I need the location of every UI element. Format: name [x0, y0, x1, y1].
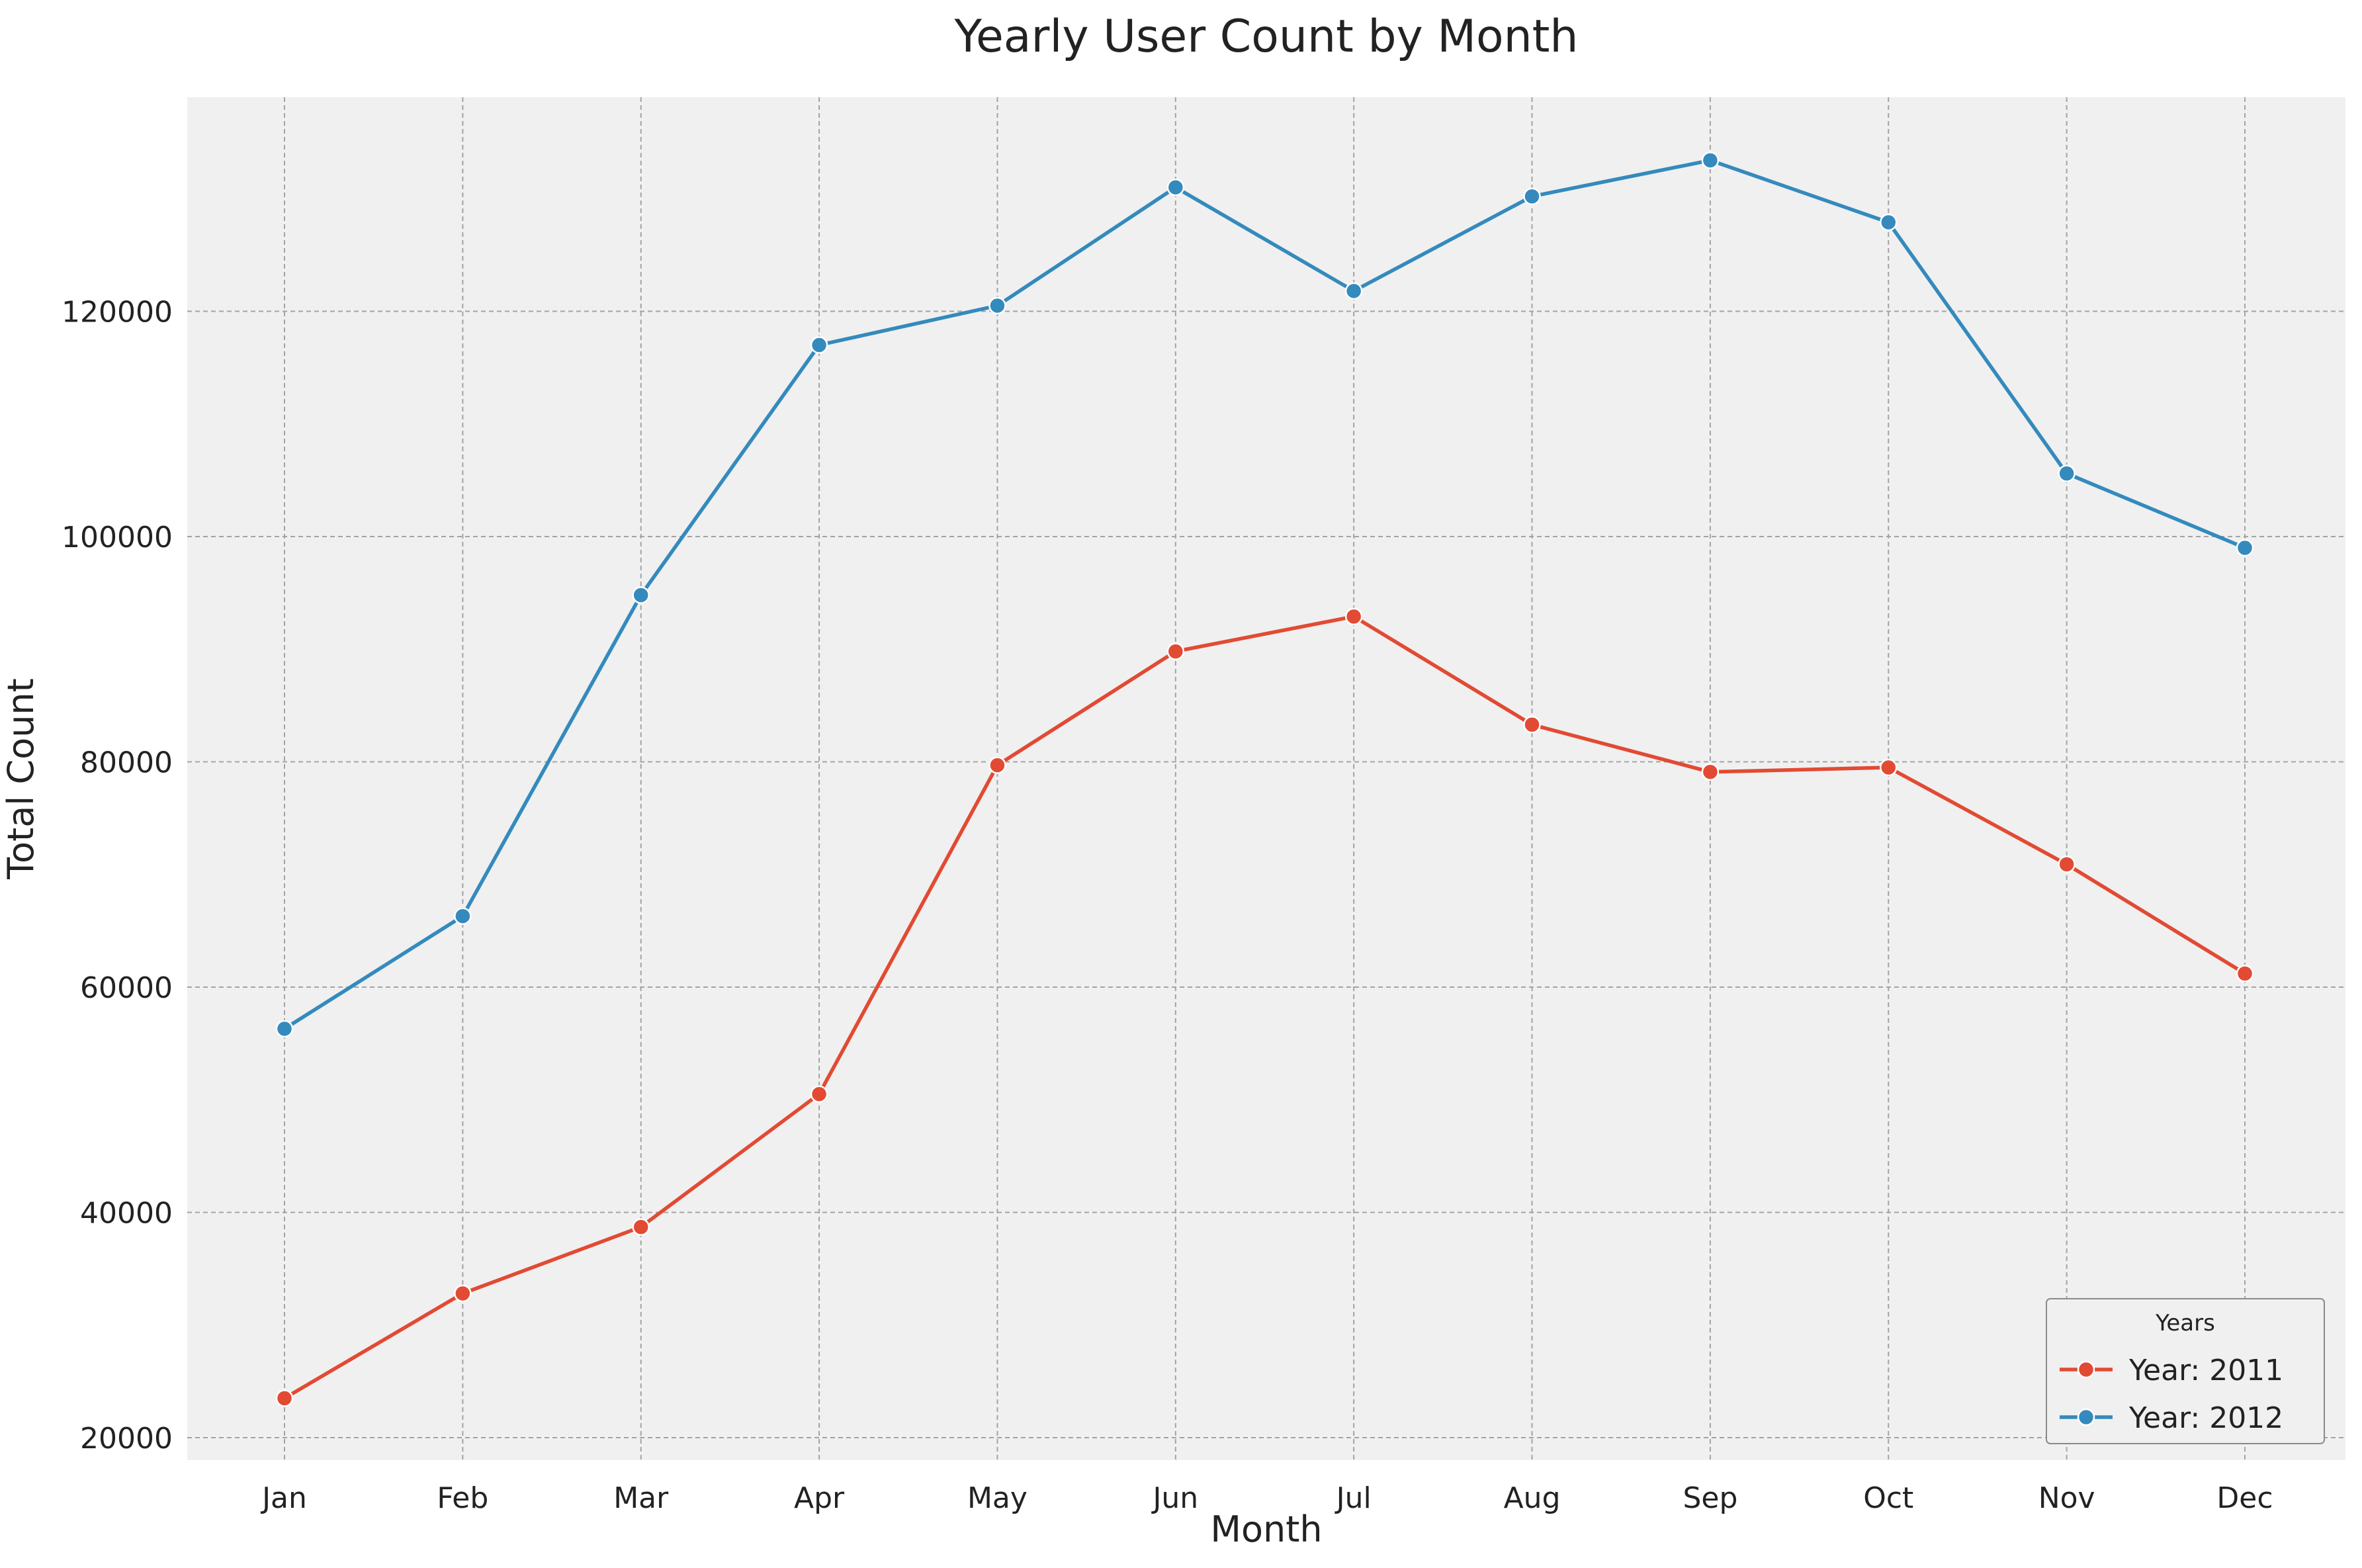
data-point [1880, 213, 1898, 232]
legend-label: Year: 2012 [2128, 1401, 2283, 1435]
legend-entries: Year: 2011 Year: 2012 [2060, 1354, 2283, 1435]
data-point [1344, 282, 1363, 300]
x-tick-label: Jul [1334, 1481, 1372, 1515]
series-line [283, 158, 2246, 1031]
series-line [283, 615, 2246, 1400]
chart-title: Yearly User Count by Month [953, 11, 1578, 63]
x-tick-label: Oct [1863, 1481, 1913, 1515]
data-point [2058, 855, 2076, 873]
gridlines [187, 97, 2345, 1460]
y-tick-label: 20000 [80, 1422, 173, 1456]
legend-box [2046, 1298, 2325, 1444]
data-point [632, 586, 650, 604]
x-tick-label: May [967, 1481, 1028, 1515]
x-tick-label: Mar [613, 1481, 669, 1515]
data-point [1701, 763, 1720, 781]
data-point [810, 1085, 828, 1103]
x-tick-label: Aug [1504, 1481, 1561, 1515]
y-axis-title: Total Count [0, 678, 42, 880]
x-tick-label: Sep [1683, 1481, 1737, 1515]
data-point [275, 1020, 294, 1038]
legend: Years Year: 2011 Year: 2012 [2046, 1298, 2325, 1444]
data-point [2236, 539, 2254, 557]
legend-label: Year: 2011 [2128, 1354, 2283, 1387]
x-tick-label: Feb [437, 1481, 488, 1515]
y-tick-label: 100000 [62, 521, 173, 554]
data-point [810, 336, 828, 354]
data-point [454, 1284, 472, 1303]
legend-entry: Year: 2012 [2060, 1401, 2283, 1435]
y-tick-label: 120000 [62, 295, 173, 329]
legend-title: Years [2155, 1310, 2215, 1336]
y-tick-label: 80000 [80, 746, 173, 779]
data-point [988, 756, 1006, 774]
data-point [1523, 187, 1541, 206]
data-point [988, 296, 1006, 315]
plot-area [187, 97, 2345, 1460]
legend-entry: Year: 2011 [2060, 1354, 2283, 1387]
x-axis-title: Month [1210, 1508, 1322, 1550]
data-point [1701, 152, 1720, 169]
data-point [632, 1218, 650, 1236]
data-point [1344, 607, 1363, 626]
x-tick-label: Dec [2216, 1481, 2273, 1515]
x-tick-label: Nov [2038, 1481, 2095, 1515]
data-point [2058, 464, 2076, 482]
data-point [454, 907, 472, 925]
x-tick-label: Jan [260, 1481, 307, 1515]
data-point [1880, 758, 1898, 777]
data-point [1523, 716, 1541, 734]
data-point [1166, 178, 1185, 196]
legend-swatch-marker [2077, 1360, 2095, 1379]
y-axis-ticks: 20000 40000 60000 80000 100000 120000 [62, 295, 173, 1455]
x-tick-label: Jun [1151, 1481, 1198, 1515]
series-0 [275, 607, 2254, 1407]
y-tick-label: 60000 [80, 971, 173, 1005]
data-point [2236, 965, 2254, 982]
x-axis-ticks: Jan Feb Mar Apr May Jun Jul Aug Sep Oct Nov Dec [260, 1481, 2273, 1515]
series-lines [275, 152, 2254, 1407]
data-point [275, 1389, 294, 1407]
legend-swatch-marker [2077, 1408, 2095, 1426]
data-point [1166, 642, 1185, 660]
x-tick-label: Apr [794, 1481, 845, 1515]
y-tick-label: 40000 [80, 1196, 173, 1230]
series-1 [275, 152, 2254, 1038]
